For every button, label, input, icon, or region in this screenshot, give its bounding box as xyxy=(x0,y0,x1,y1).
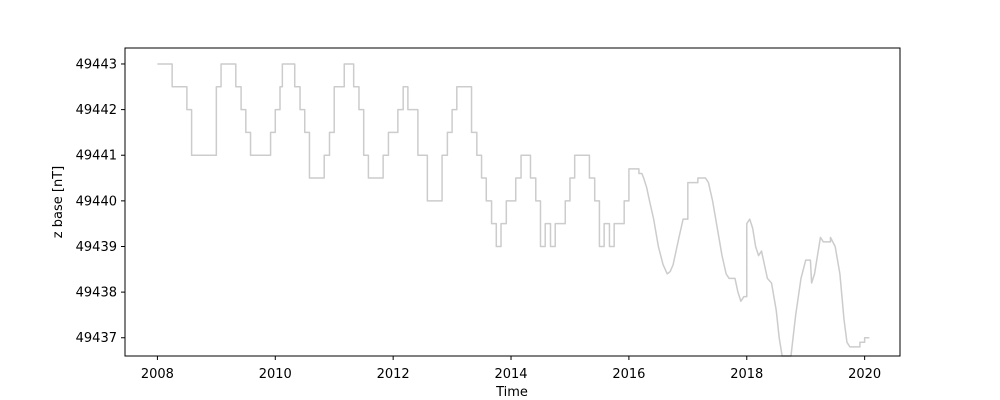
y-tick-label: 49438 xyxy=(76,286,117,301)
x-tick-label: 2014 xyxy=(494,367,527,382)
x-axis: 2008 2010 2012 2014 2016 2018 2020 xyxy=(141,356,881,382)
plot-area xyxy=(157,63,870,357)
x-tick-label: 2020 xyxy=(848,367,881,382)
y-axis: 49437 49438 49439 49440 49441 49442 49443 xyxy=(76,57,125,346)
x-tick-label: 2016 xyxy=(612,367,645,382)
series-line-0 xyxy=(157,63,870,357)
plot-frame xyxy=(124,47,901,357)
x-axis-label: Time xyxy=(495,385,528,400)
y-tick-label: 49440 xyxy=(76,194,117,209)
y-tick-label: 49437 xyxy=(76,331,117,346)
y-tick-label: 49441 xyxy=(76,149,117,164)
x-tick-label: 2010 xyxy=(259,367,292,382)
y-tick-label: 49439 xyxy=(76,240,117,255)
x-tick-label: 2018 xyxy=(730,367,763,382)
y-axis-label: z base [nT] xyxy=(51,166,66,238)
x-tick-label: 2012 xyxy=(377,367,410,382)
y-tick-label: 49443 xyxy=(76,57,117,72)
y-tick-label: 49442 xyxy=(76,103,117,118)
x-tick-label: 2008 xyxy=(141,367,174,382)
